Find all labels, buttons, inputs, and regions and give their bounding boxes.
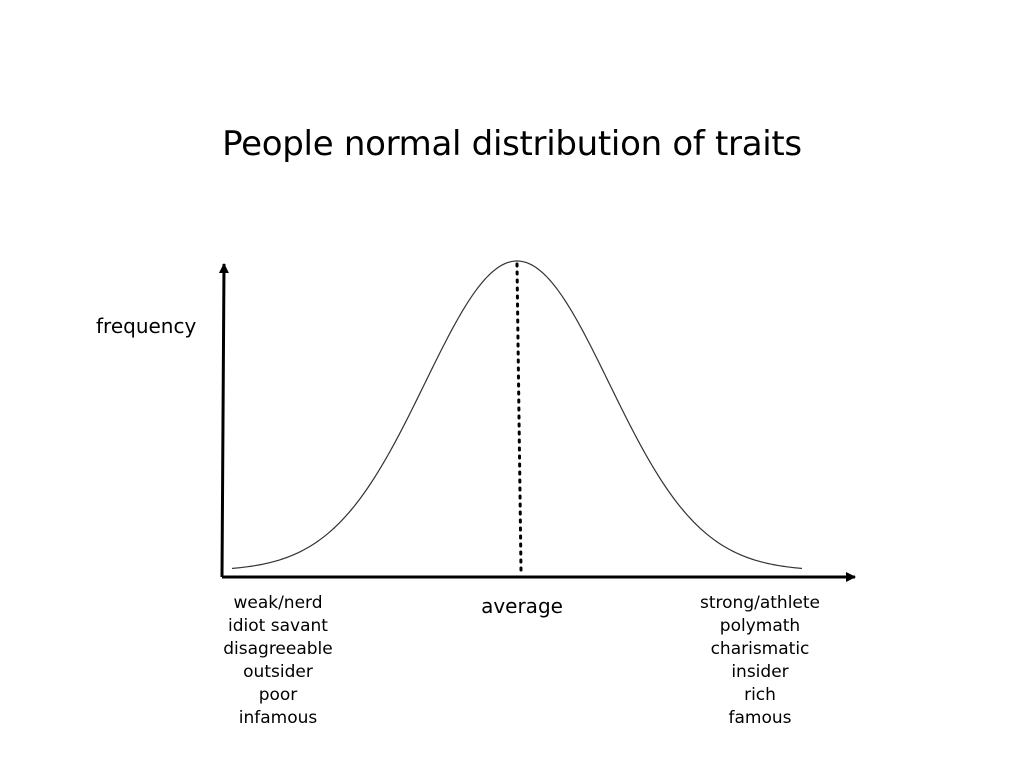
left-traits-list: weak/nerd idiot savant disagreeable outs… xyxy=(200,592,356,730)
left-trait-item: idiot savant xyxy=(228,616,328,636)
right-traits-list: strong/athlete polymath charismatic insi… xyxy=(680,592,840,730)
y-axis-label: frequency xyxy=(96,314,197,338)
mean-dotted-line xyxy=(515,262,523,572)
right-trait-item: polymath xyxy=(719,616,801,636)
diagram-title: People normal distribution of traits xyxy=(222,124,802,164)
left-trait-item: disagreeable xyxy=(223,639,333,659)
left-trait-item: weak/nerd xyxy=(233,593,323,613)
average-label: average xyxy=(481,594,563,618)
left-trait-item: poor xyxy=(258,685,298,705)
right-trait-item: insider xyxy=(731,662,789,682)
right-trait-item: famous xyxy=(728,708,792,728)
right-trait-item: rich xyxy=(744,685,776,705)
y-axis-arrow xyxy=(218,263,229,578)
left-trait-item: infamous xyxy=(238,708,318,728)
right-trait-item: strong/athlete xyxy=(700,593,820,613)
bell-curve xyxy=(231,260,803,570)
right-trait-item: charismatic xyxy=(710,639,810,659)
left-trait-item: outsider xyxy=(243,662,313,682)
